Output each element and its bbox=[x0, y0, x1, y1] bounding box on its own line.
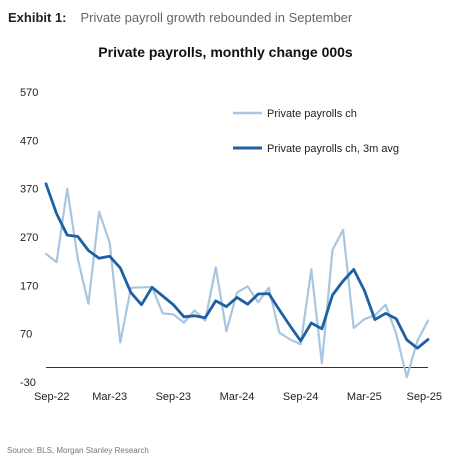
series-line-monthly bbox=[44, 187, 430, 379]
exhibit-text: Private payroll growth rebounded in Sept… bbox=[80, 10, 353, 25]
x-tick-label: Sep-22 bbox=[34, 391, 69, 403]
legend-label: Private payrolls ch, 3m avg bbox=[267, 143, 399, 155]
series-line-3m-avg bbox=[44, 182, 430, 350]
source-note: Source: BLS, Morgan Stanley Research bbox=[7, 446, 149, 455]
legend: Private payrolls ch Private payrolls ch, … bbox=[233, 108, 399, 155]
x-axis-ticks: Sep-22 Mar-23 Sep-23 Mar-24 Sep-24 Mar-25 Sep-… bbox=[34, 391, 442, 403]
y-tick-label: -30 bbox=[20, 377, 36, 389]
y-tick-label: 470 bbox=[20, 135, 38, 147]
y-tick-label: 170 bbox=[20, 280, 38, 292]
x-tick-label: Sep-24 bbox=[283, 391, 318, 403]
y-tick-label: 270 bbox=[20, 232, 38, 244]
series-layer bbox=[44, 182, 430, 379]
chart-title: Private payrolls, monthly change 000s bbox=[98, 44, 353, 60]
x-tick-label: Sep-25 bbox=[407, 391, 442, 403]
exhibit-label: Exhibit 1: bbox=[8, 10, 67, 25]
y-tick-label: 370 bbox=[20, 184, 38, 196]
y-tick-label: 70 bbox=[20, 329, 32, 341]
x-tick-label: Mar-25 bbox=[347, 391, 382, 403]
y-axis-ticks: 570 470 370 270 170 70 -30 bbox=[20, 87, 38, 389]
x-tick-label: Mar-24 bbox=[220, 391, 255, 403]
legend-label: Private payrolls ch bbox=[267, 108, 357, 120]
x-tick-label: Sep-23 bbox=[156, 391, 191, 403]
y-tick-label: 570 bbox=[20, 87, 38, 99]
exhibit-heading: Exhibit 1: Private payroll growth rebound… bbox=[8, 10, 352, 25]
x-tick-label: Mar-23 bbox=[92, 391, 127, 403]
chart: 570 470 370 270 170 70 -30 Sep-22 Mar-23 Sep-23 M… bbox=[20, 87, 442, 403]
